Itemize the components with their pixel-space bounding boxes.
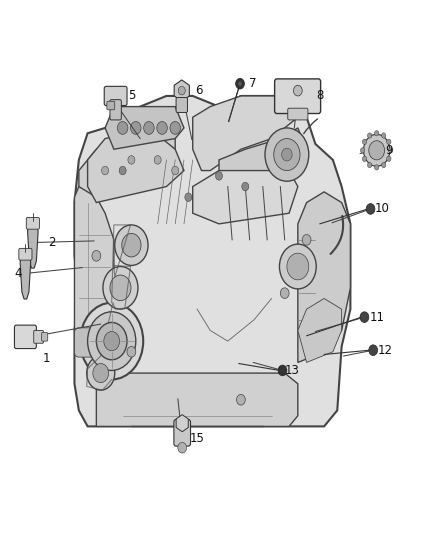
Circle shape	[360, 312, 369, 322]
Text: 15: 15	[190, 432, 205, 445]
Circle shape	[278, 365, 287, 376]
Circle shape	[302, 235, 311, 245]
Circle shape	[80, 303, 143, 379]
FancyBboxPatch shape	[275, 79, 321, 114]
Circle shape	[364, 134, 390, 166]
Circle shape	[265, 128, 309, 181]
Circle shape	[360, 148, 365, 153]
FancyBboxPatch shape	[104, 86, 127, 106]
Circle shape	[362, 139, 367, 144]
Text: 6: 6	[195, 84, 203, 97]
Circle shape	[122, 233, 141, 257]
Circle shape	[374, 165, 379, 170]
Circle shape	[274, 139, 300, 171]
Circle shape	[170, 122, 180, 134]
Circle shape	[242, 182, 249, 191]
Circle shape	[154, 156, 161, 164]
Polygon shape	[193, 171, 298, 224]
Circle shape	[389, 148, 393, 153]
Text: 4: 4	[14, 267, 22, 280]
FancyBboxPatch shape	[34, 330, 43, 343]
Polygon shape	[298, 192, 350, 362]
Circle shape	[369, 141, 385, 160]
FancyBboxPatch shape	[176, 98, 187, 112]
Text: 11: 11	[369, 311, 384, 324]
Text: 8: 8	[316, 90, 323, 102]
FancyBboxPatch shape	[110, 100, 121, 120]
Circle shape	[87, 356, 115, 390]
Polygon shape	[176, 415, 188, 432]
FancyBboxPatch shape	[14, 325, 36, 349]
Circle shape	[96, 322, 127, 360]
Circle shape	[104, 332, 120, 351]
Circle shape	[178, 86, 185, 95]
Circle shape	[119, 166, 126, 175]
Circle shape	[92, 251, 101, 261]
Circle shape	[293, 85, 302, 96]
Circle shape	[172, 166, 179, 175]
FancyBboxPatch shape	[42, 333, 48, 341]
FancyBboxPatch shape	[74, 328, 110, 357]
FancyBboxPatch shape	[26, 217, 39, 229]
Circle shape	[115, 225, 148, 265]
Circle shape	[238, 81, 242, 86]
Polygon shape	[219, 128, 307, 187]
Circle shape	[237, 394, 245, 405]
Circle shape	[362, 156, 367, 161]
Polygon shape	[105, 107, 184, 149]
Circle shape	[131, 122, 141, 134]
Polygon shape	[74, 96, 350, 426]
Text: 2: 2	[48, 236, 56, 249]
Circle shape	[128, 156, 135, 164]
Circle shape	[369, 345, 378, 356]
Polygon shape	[79, 117, 175, 203]
Polygon shape	[298, 298, 342, 362]
Polygon shape	[88, 128, 184, 203]
Circle shape	[287, 253, 309, 280]
Polygon shape	[193, 96, 307, 171]
Circle shape	[367, 133, 372, 138]
Circle shape	[93, 364, 109, 383]
Text: 13: 13	[285, 364, 300, 377]
Circle shape	[185, 193, 192, 201]
Polygon shape	[28, 221, 38, 268]
Text: 7: 7	[249, 77, 257, 90]
Circle shape	[117, 122, 128, 134]
Circle shape	[88, 312, 136, 370]
Circle shape	[387, 156, 391, 161]
Circle shape	[366, 204, 375, 214]
Circle shape	[367, 163, 372, 168]
Circle shape	[387, 139, 391, 144]
Circle shape	[236, 78, 244, 89]
Circle shape	[127, 346, 136, 357]
Circle shape	[110, 275, 131, 301]
Circle shape	[381, 163, 386, 168]
Circle shape	[157, 122, 167, 134]
Circle shape	[282, 148, 292, 161]
Circle shape	[102, 166, 109, 175]
Polygon shape	[74, 187, 114, 330]
Circle shape	[215, 172, 223, 180]
Text: 5: 5	[129, 90, 136, 102]
Text: 10: 10	[374, 203, 389, 215]
Circle shape	[381, 133, 386, 138]
Circle shape	[280, 288, 289, 298]
FancyBboxPatch shape	[174, 419, 191, 446]
FancyBboxPatch shape	[288, 108, 308, 120]
FancyBboxPatch shape	[107, 101, 115, 110]
Circle shape	[374, 131, 379, 136]
Polygon shape	[174, 80, 189, 101]
Circle shape	[103, 266, 138, 309]
Circle shape	[144, 122, 154, 134]
Text: 12: 12	[378, 344, 393, 357]
Polygon shape	[96, 373, 298, 426]
Text: 1: 1	[42, 352, 50, 365]
Circle shape	[279, 244, 316, 289]
FancyBboxPatch shape	[19, 248, 32, 260]
Text: 9: 9	[385, 144, 392, 157]
Polygon shape	[20, 252, 31, 299]
Circle shape	[178, 442, 187, 453]
